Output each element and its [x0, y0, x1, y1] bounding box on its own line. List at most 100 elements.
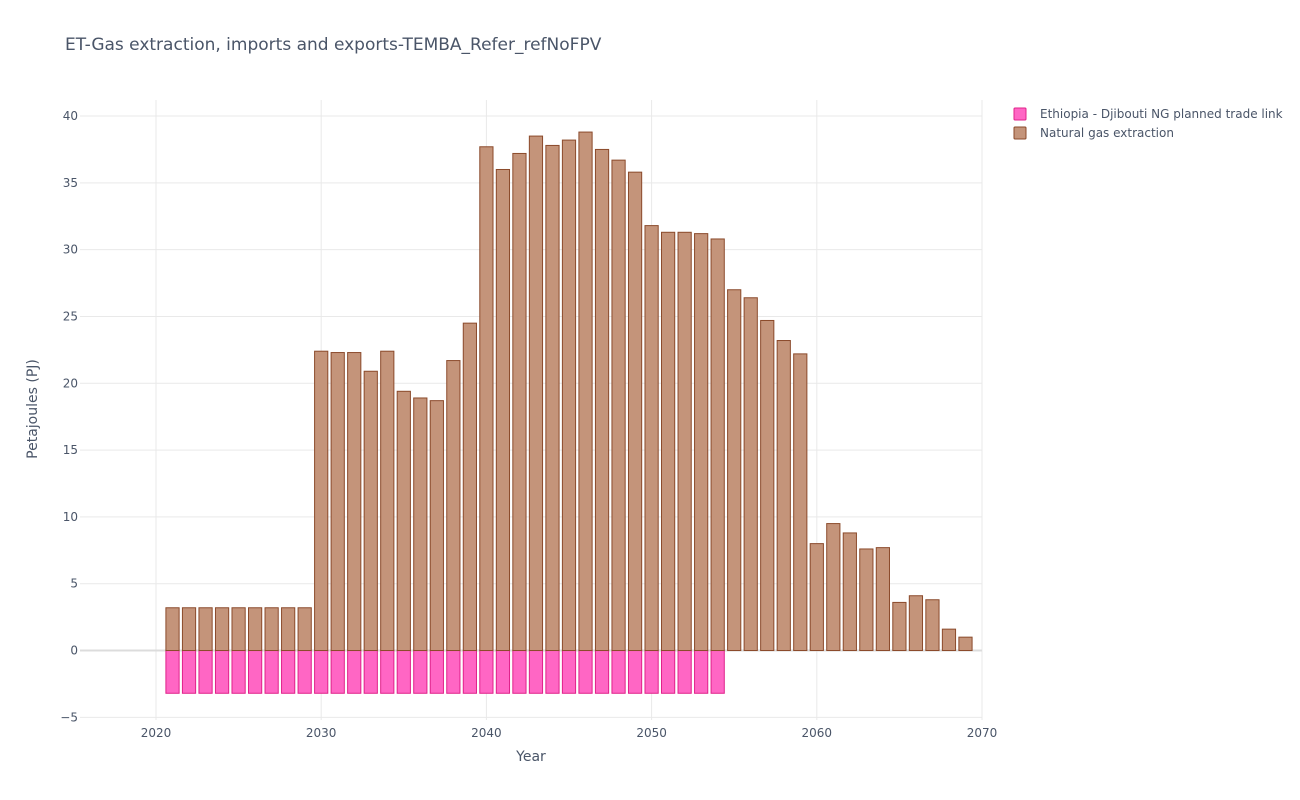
bar-ethiopia-djibouti-ng-planned-trade-link-2038 [446, 650, 461, 694]
bar-natural-gas-extraction-2055 [727, 289, 742, 652]
bar-ethiopia-djibouti-ng-planned-trade-link-2026 [248, 650, 263, 694]
bar-ethiopia-djibouti-ng-planned-trade-link-2035 [396, 650, 411, 694]
bar-ethiopia-djibouti-ng-planned-trade-link-2039 [462, 650, 477, 694]
bar-natural-gas-extraction-2030 [314, 350, 329, 652]
y-tick-label: 25 [63, 309, 78, 323]
bar-ethiopia-djibouti-ng-planned-trade-link-2050 [644, 650, 659, 694]
bar-natural-gas-extraction-2039 [462, 322, 477, 652]
bar-natural-gas-extraction-2052 [677, 231, 692, 652]
bar-natural-gas-extraction-2044 [545, 144, 560, 652]
bar-natural-gas-extraction-2033 [363, 370, 378, 652]
legend: Ethiopia - Djibouti NG planned trade lin… [1013, 107, 1283, 140]
bar-ethiopia-djibouti-ng-planned-trade-link-2031 [330, 650, 345, 694]
bar-ethiopia-djibouti-ng-planned-trade-link-2033 [363, 650, 378, 694]
bar-natural-gas-extraction-2037 [429, 400, 444, 652]
y-tick-label: 30 [63, 243, 78, 257]
bar-ethiopia-djibouti-ng-planned-trade-link-2022 [181, 650, 197, 694]
x-tick-label: 2030 [306, 726, 337, 740]
y-axis-ticks: −5 0 5 10 15 20 25 30 35 40 [60, 109, 78, 724]
bar-ethiopia-djibouti-ng-planned-trade-link-2043 [528, 650, 544, 694]
bar-natural-gas-extraction-2062 [842, 532, 857, 652]
bar-natural-gas-extraction-2049 [627, 171, 643, 652]
bar-ethiopia-djibouti-ng-planned-trade-link-2037 [429, 650, 444, 694]
bars [165, 131, 973, 694]
bar-ethiopia-djibouti-ng-planned-trade-link-2053 [694, 650, 709, 694]
y-tick-label: 35 [63, 176, 78, 190]
bar-ethiopia-djibouti-ng-planned-trade-link-2030 [314, 650, 329, 694]
bar-natural-gas-extraction-2060 [809, 543, 824, 652]
bar-natural-gas-extraction-2024 [214, 607, 230, 652]
bar-natural-gas-extraction-2050 [644, 225, 659, 652]
bar-natural-gas-extraction-2032 [347, 352, 362, 652]
bar-natural-gas-extraction-2054 [710, 238, 725, 652]
bar-natural-gas-extraction-2065 [892, 601, 907, 652]
y-tick-label: 0 [70, 644, 78, 658]
bar-natural-gas-extraction-2022 [181, 607, 197, 652]
bar-ethiopia-djibouti-ng-planned-trade-link-2040 [479, 650, 494, 694]
legend-label: Ethiopia - Djibouti NG planned trade lin… [1040, 107, 1283, 121]
legend-label: Natural gas extraction [1040, 126, 1174, 140]
bar-natural-gas-extraction-2051 [661, 231, 676, 652]
bar-ethiopia-djibouti-ng-planned-trade-link-2044 [545, 650, 560, 694]
bar-natural-gas-extraction-2040 [479, 146, 494, 652]
bar-ethiopia-djibouti-ng-planned-trade-link-2028 [281, 650, 296, 694]
bar-natural-gas-extraction-2067 [925, 599, 940, 652]
bar-ethiopia-djibouti-ng-planned-trade-link-2034 [380, 650, 395, 694]
bar-natural-gas-extraction-2058 [776, 340, 791, 652]
y-tick-label: −5 [60, 710, 78, 724]
bar-ethiopia-djibouti-ng-planned-trade-link-2054 [710, 650, 725, 694]
y-tick-label: 10 [63, 510, 78, 524]
x-axis-ticks: 2020 2030 2040 2050 2060 2070 [141, 726, 998, 740]
bar-natural-gas-extraction-2063 [859, 548, 874, 652]
x-tick-label: 2040 [471, 726, 502, 740]
bar-natural-gas-extraction-2069 [958, 636, 973, 652]
bar-natural-gas-extraction-2021 [165, 607, 180, 652]
bar-ethiopia-djibouti-ng-planned-trade-link-2051 [661, 650, 676, 694]
x-tick-label: 2020 [141, 726, 172, 740]
x-tick-label: 2070 [967, 726, 998, 740]
bar-ethiopia-djibouti-ng-planned-trade-link-2024 [214, 650, 230, 694]
bar-natural-gas-extraction-2026 [248, 607, 263, 652]
x-tick-label: 2060 [802, 726, 833, 740]
bar-natural-gas-extraction-2053 [694, 233, 709, 652]
bar-natural-gas-extraction-2046 [578, 131, 593, 652]
bar-natural-gas-extraction-2031 [330, 352, 345, 652]
bar-natural-gas-extraction-2056 [743, 297, 758, 652]
bar-natural-gas-extraction-2066 [908, 595, 924, 652]
y-axis-title: Petajoules (PJ) [25, 359, 41, 459]
bar-ethiopia-djibouti-ng-planned-trade-link-2045 [561, 650, 577, 694]
bar-natural-gas-extraction-2064 [875, 547, 890, 652]
bar-ethiopia-djibouti-ng-planned-trade-link-2027 [264, 650, 279, 694]
legend-swatch [1013, 126, 1027, 140]
bar-natural-gas-extraction-2036 [413, 397, 428, 652]
bar-ethiopia-djibouti-ng-planned-trade-link-2047 [594, 650, 610, 694]
bar-ethiopia-djibouti-ng-planned-trade-link-2041 [495, 650, 511, 694]
chart-title: ET-Gas extraction, imports and exports-T… [65, 35, 602, 55]
bar-natural-gas-extraction-2025 [231, 607, 246, 652]
y-tick-label: 20 [63, 376, 78, 390]
bar-natural-gas-extraction-2043 [528, 135, 544, 652]
x-axis-title: Year [515, 749, 546, 765]
bar-natural-gas-extraction-2048 [611, 159, 626, 652]
bar-natural-gas-extraction-2057 [760, 319, 775, 652]
bar-ethiopia-djibouti-ng-planned-trade-link-2036 [413, 650, 428, 694]
bar-ethiopia-djibouti-ng-planned-trade-link-2049 [627, 650, 643, 694]
bar-natural-gas-extraction-2068 [941, 628, 957, 652]
bar-natural-gas-extraction-2029 [297, 607, 312, 652]
bar-natural-gas-extraction-2027 [264, 607, 279, 652]
bar-natural-gas-extraction-2035 [396, 390, 411, 652]
bar-natural-gas-extraction-2041 [495, 168, 511, 652]
bar-ethiopia-djibouti-ng-planned-trade-link-2032 [347, 650, 362, 694]
bar-ethiopia-djibouti-ng-planned-trade-link-2021 [165, 650, 180, 694]
bar-ethiopia-djibouti-ng-planned-trade-link-2052 [677, 650, 692, 694]
bar-natural-gas-extraction-2045 [561, 139, 577, 652]
bar-natural-gas-extraction-2061 [826, 523, 841, 652]
bar-natural-gas-extraction-2042 [512, 152, 527, 652]
y-tick-label: 5 [70, 577, 78, 591]
legend-swatch [1013, 107, 1027, 121]
bar-ethiopia-djibouti-ng-planned-trade-link-2048 [611, 650, 626, 694]
y-tick-label: 15 [63, 443, 78, 457]
bar-ethiopia-djibouti-ng-planned-trade-link-2029 [297, 650, 312, 694]
bar-natural-gas-extraction-2034 [380, 350, 395, 652]
